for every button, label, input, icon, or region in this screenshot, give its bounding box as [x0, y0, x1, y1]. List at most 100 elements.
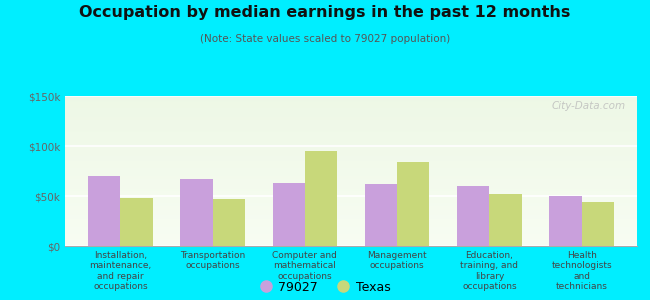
- Bar: [65, 206, 637, 207]
- Bar: [65, 213, 637, 214]
- Bar: [65, 114, 637, 116]
- Bar: [65, 200, 637, 201]
- Bar: [65, 126, 637, 128]
- Bar: [65, 129, 637, 130]
- Bar: [65, 164, 637, 165]
- Bar: [65, 140, 637, 141]
- Bar: [65, 231, 637, 232]
- Bar: [65, 236, 637, 237]
- Bar: [88, 176, 120, 246]
- Bar: [65, 138, 637, 140]
- Bar: [65, 165, 637, 166]
- Bar: [65, 224, 637, 225]
- Bar: [65, 194, 637, 195]
- Bar: [65, 102, 637, 104]
- Bar: [65, 160, 637, 162]
- Bar: [65, 243, 637, 244]
- Bar: [65, 192, 637, 194]
- Bar: [65, 195, 637, 196]
- Bar: [65, 144, 637, 146]
- Bar: [65, 214, 637, 216]
- Bar: [65, 189, 637, 190]
- Bar: [65, 105, 637, 106]
- Bar: [65, 208, 637, 210]
- Bar: [65, 172, 637, 174]
- Bar: [365, 184, 397, 246]
- Bar: [65, 156, 637, 158]
- Bar: [65, 100, 637, 102]
- Bar: [305, 151, 337, 246]
- Bar: [65, 176, 637, 177]
- Bar: [65, 182, 637, 183]
- Bar: [65, 116, 637, 117]
- Legend: 79027, Texas: 79027, Texas: [259, 281, 391, 294]
- Bar: [65, 168, 637, 170]
- Bar: [65, 218, 637, 219]
- Bar: [65, 162, 637, 164]
- Bar: [65, 225, 637, 226]
- Bar: [213, 199, 245, 246]
- Bar: [65, 184, 637, 186]
- Bar: [489, 194, 522, 246]
- Bar: [65, 240, 637, 242]
- Bar: [65, 117, 637, 118]
- Bar: [65, 134, 637, 135]
- Bar: [65, 136, 637, 138]
- Text: (Note: State values scaled to 79027 population): (Note: State values scaled to 79027 popu…: [200, 34, 450, 44]
- Bar: [65, 207, 637, 208]
- Bar: [65, 148, 637, 150]
- Bar: [65, 158, 637, 159]
- Bar: [65, 124, 637, 126]
- Bar: [65, 150, 637, 152]
- Bar: [65, 228, 637, 230]
- Bar: [65, 111, 637, 112]
- Bar: [65, 244, 637, 246]
- Bar: [65, 169, 637, 171]
- Bar: [65, 118, 637, 120]
- Bar: [65, 201, 637, 202]
- Bar: [582, 202, 614, 246]
- Bar: [65, 96, 637, 98]
- Bar: [65, 210, 637, 212]
- Bar: [65, 120, 637, 122]
- Bar: [65, 237, 637, 238]
- Bar: [65, 216, 637, 218]
- Bar: [65, 130, 637, 132]
- Bar: [65, 142, 637, 144]
- Bar: [65, 141, 637, 142]
- Bar: [65, 112, 637, 114]
- Bar: [65, 234, 637, 236]
- Bar: [65, 171, 637, 172]
- Text: City-Data.com: City-Data.com: [551, 100, 625, 110]
- Bar: [65, 108, 637, 110]
- Bar: [65, 146, 637, 147]
- Bar: [65, 238, 637, 240]
- Bar: [120, 198, 153, 246]
- Bar: [65, 154, 637, 156]
- Bar: [65, 212, 637, 213]
- Bar: [65, 219, 637, 220]
- Bar: [65, 220, 637, 222]
- Bar: [65, 123, 637, 124]
- Bar: [65, 159, 637, 160]
- Bar: [65, 128, 637, 129]
- Bar: [65, 226, 637, 228]
- Bar: [65, 202, 637, 204]
- Bar: [65, 180, 637, 182]
- Bar: [65, 132, 637, 134]
- Bar: [65, 135, 637, 136]
- Bar: [65, 106, 637, 108]
- Bar: [65, 147, 637, 148]
- Bar: [65, 222, 637, 224]
- Bar: [65, 152, 637, 153]
- Bar: [65, 242, 637, 243]
- Bar: [65, 188, 637, 189]
- Bar: [65, 198, 637, 200]
- Bar: [65, 153, 637, 154]
- Bar: [65, 177, 637, 178]
- Bar: [65, 98, 637, 99]
- Bar: [65, 99, 637, 100]
- Bar: [65, 167, 637, 168]
- Bar: [65, 103, 637, 105]
- Bar: [397, 162, 430, 246]
